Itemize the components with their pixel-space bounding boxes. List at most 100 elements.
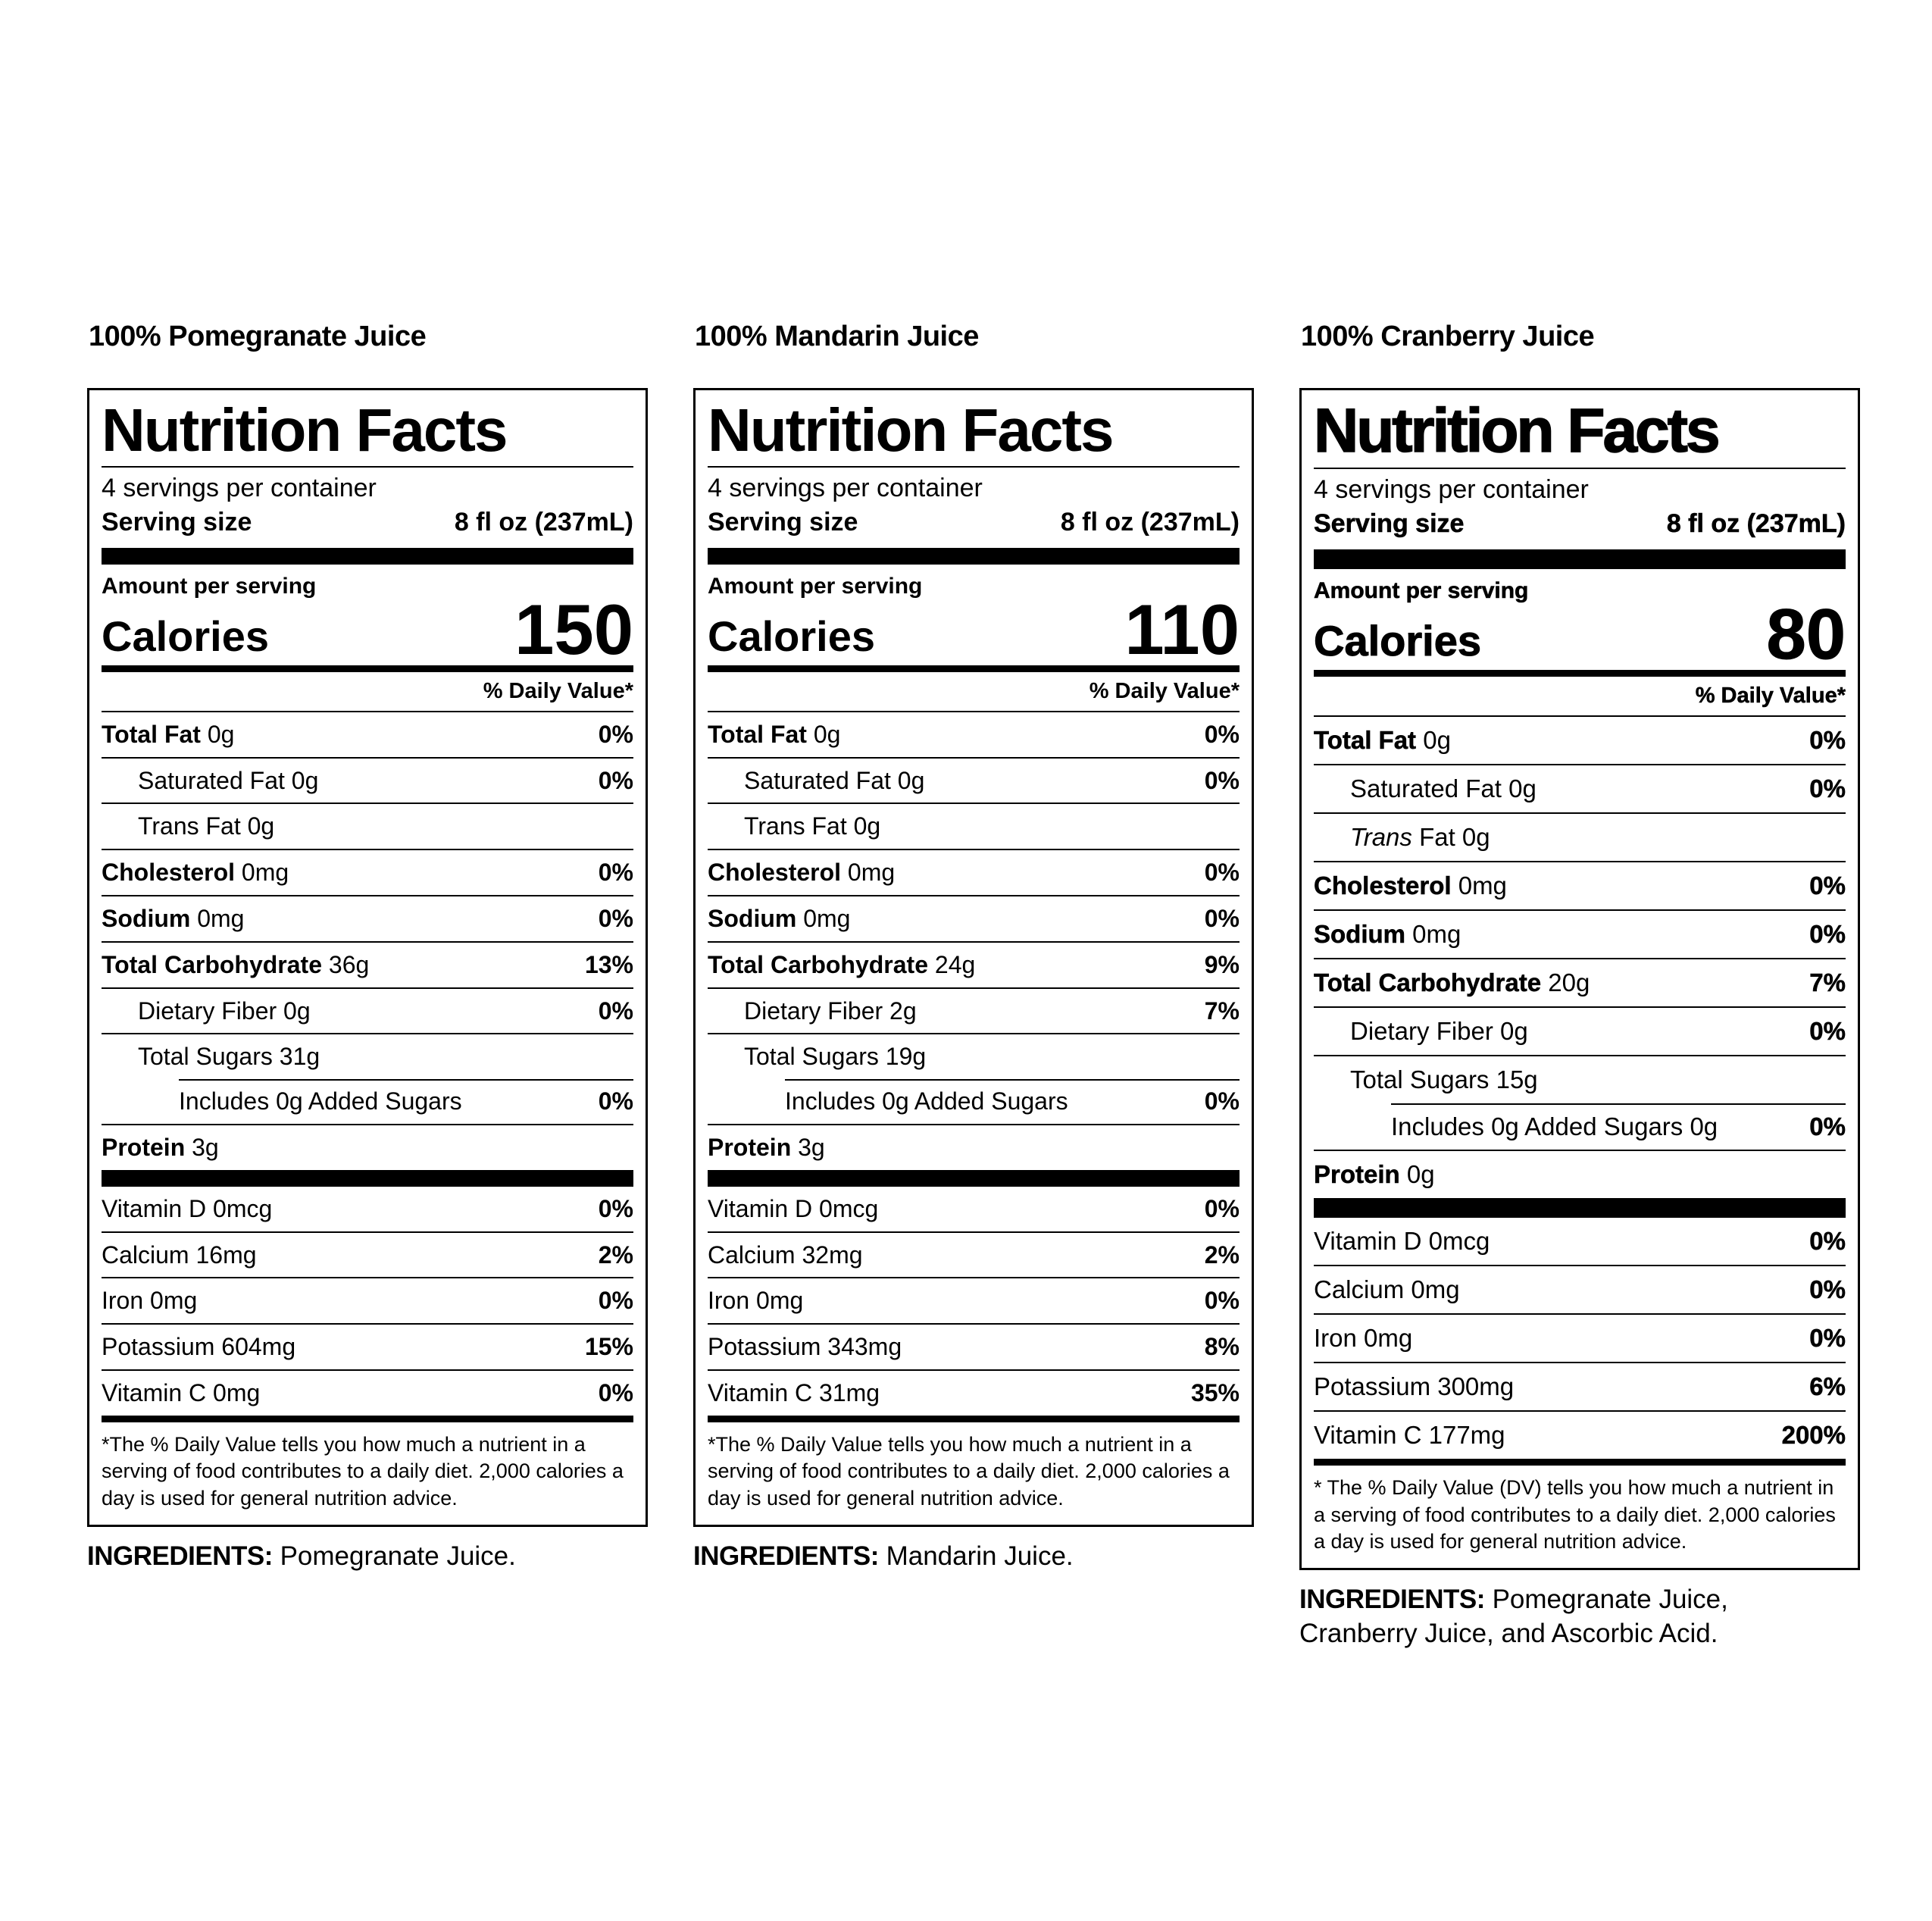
daily-value: 0% (598, 1379, 633, 1407)
nutrient-row: Sodium 0mg 0% (102, 895, 633, 941)
ingredients-line: INGREDIENTS: Pomegranate Juice, Cranberr… (1299, 1582, 1860, 1651)
daily-value: 0% (1809, 1112, 1846, 1140)
nutrient-row: Protein 3g (708, 1124, 1240, 1170)
daily-value: 7% (1204, 996, 1240, 1025)
nutrient-row: Calcium 16mg 2% (102, 1231, 633, 1278)
nutrient-row: Dietary Fiber 0g 0% (102, 987, 633, 1034)
daily-value: 0% (1809, 871, 1846, 899)
daily-value: 0% (598, 905, 633, 933)
daily-value: 0% (1204, 766, 1240, 794)
servings-per-container: 4 servings per container (1314, 475, 1589, 505)
nutrient-name: Sodium 0mg (102, 905, 245, 933)
nutrient-name: Dietary Fiber 0g (1350, 1016, 1528, 1045)
serving-size-value: 8 fl oz (237mL) (1060, 507, 1240, 537)
nutrient-row: Sodium 0mg 0% (708, 895, 1240, 941)
daily-value-footnote: *The % Daily Value tells you how much a … (708, 1432, 1230, 1510)
servings-per-container: 4 servings per container (708, 474, 983, 503)
nutrient-name: Includes 0g Added Sugars 0g (1391, 1112, 1718, 1140)
vitamin-rows: Vitamin D 0mcg 0% Calcium 16mg 2% Iron 0mg 0%… (102, 1187, 633, 1416)
calories-row: Calories 80 (1314, 593, 1846, 674)
nutrient-row: Total Carbohydrate 20g 7% (1314, 957, 1846, 1006)
nutrient-rows: Total Fat 0g 0% Saturated Fat 0g 0% Trans Fa… (708, 710, 1240, 1170)
nutrient-rows: Total Fat 0g 0% Saturated Fat 0g 0% Trans Fa… (102, 710, 633, 1170)
nutrient-name: Vitamin D 0mcg (102, 1194, 273, 1222)
nutrient-name: Vitamin D 0mcg (1314, 1227, 1490, 1256)
nutrient-name: Vitamin C 177mg (1314, 1421, 1505, 1450)
nutrient-name: Total Fat 0g (102, 720, 235, 748)
daily-value: 9% (1204, 950, 1240, 978)
nutrient-name: Trans Fat 0g (138, 812, 275, 840)
section-bar (708, 547, 1240, 565)
daily-value: 0% (598, 1287, 633, 1315)
nutrient-name: Total Fat 0g (708, 720, 841, 748)
daily-value: 6% (1809, 1372, 1846, 1401)
serving-size-label: Serving size (708, 507, 858, 537)
nutrient-name: Cholesterol 0mg (1314, 871, 1507, 900)
daily-value: 2% (1204, 1241, 1240, 1269)
nutrient-row: Vitamin D 0mcg 0% (1314, 1218, 1846, 1265)
daily-value: 0% (1204, 720, 1240, 748)
daily-value: 0% (1204, 905, 1240, 933)
servings-per-container: 4 servings per container (102, 474, 377, 503)
amount-per-serving-label: Amount per serving (708, 573, 923, 599)
nutrient-name: Cholesterol 0mg (102, 859, 289, 887)
daily-value-header: % Daily Value* (483, 678, 633, 703)
nutrient-row: Total Sugars 19g (708, 1033, 1240, 1079)
nutrient-row: Vitamin C 0mg 0% (102, 1369, 633, 1416)
nutrient-name: Saturated Fat 0g (138, 766, 319, 794)
daily-value: 0% (598, 720, 633, 748)
nutrient-row: Vitamin C 31mg 35% (708, 1369, 1240, 1416)
nutrient-name: Total Sugars 15g (1350, 1065, 1538, 1093)
calories-row: Calories 110 (708, 589, 1240, 669)
nutrient-name: Dietary Fiber 0g (138, 996, 311, 1025)
nutrient-name: Vitamin D 0mcg (708, 1194, 879, 1222)
nutrient-row: Potassium 343mg 8% (708, 1323, 1240, 1369)
ingredients-text: Pomegranate Juice, Cranberry Juice, and … (1299, 1584, 1728, 1649)
nutrient-name: Total Sugars 19g (744, 1043, 927, 1071)
calories-label: Calories (708, 612, 875, 660)
product-title: 100% Cranberry Juice (1301, 321, 1595, 352)
divider (708, 1415, 1240, 1422)
daily-value-header: % Daily Value* (1089, 678, 1240, 703)
label-column-pomegranate: 100% Pomegranate Juice Nutrition Facts 4… (87, 321, 648, 1573)
nutrition-facts-heading: Nutrition Facts (102, 396, 508, 464)
nutrient-row: Potassium 604mg 15% (102, 1323, 633, 1369)
nutrient-name: Potassium 300mg (1314, 1372, 1515, 1401)
calories-label: Calories (102, 612, 269, 660)
amount-per-serving-label: Amount per serving (1314, 577, 1529, 604)
daily-value: 0% (1204, 1087, 1240, 1115)
nutrient-row: Vitamin D 0mcg 0% (708, 1187, 1240, 1231)
daily-value: 15% (584, 1333, 633, 1361)
amount-per-serving-label: Amount per serving (102, 573, 317, 599)
daily-value: 35% (1190, 1379, 1240, 1407)
nutrient-row: Cholesterol 0mg 0% (708, 849, 1240, 895)
calories-row: Calories 150 (102, 593, 633, 665)
nutrient-row: Iron 0mg 0% (1314, 1313, 1846, 1362)
nutrient-row: Trans Fat 0g (708, 803, 1240, 849)
nutrient-name: Sodium 0mg (1314, 919, 1462, 949)
nutrition-facts-heading: Nutrition Facts (708, 396, 1114, 464)
daily-value-header: % Daily Value* (1695, 684, 1846, 709)
vitamin-rows: Vitamin D 0mcg 0% Calcium 0mg 0% Iron 0mg 0% P… (1314, 1218, 1846, 1459)
nutrient-name: Trans Fat 0g (744, 812, 881, 840)
daily-value: 0% (1204, 1287, 1240, 1315)
serving-size-row: Serving size 8 fl oz (237mL) (102, 508, 633, 537)
nutrient-name: Potassium 604mg (102, 1333, 296, 1361)
nutrient-name: Total Fat 0g (1314, 726, 1451, 755)
calories-value: 80 (1766, 593, 1846, 674)
daily-value: 0% (1809, 1016, 1846, 1045)
ingredients-text: Mandarin Juice. (878, 1541, 1074, 1571)
nutrient-row: Total Fat 0g 0% (1314, 715, 1846, 764)
calories-label: Calories (1314, 617, 1482, 665)
product-title: 100% Mandarin Juice (695, 321, 979, 352)
product-title: 100% Pomegranate Juice (89, 321, 427, 352)
nutrient-name: Saturated Fat 0g (1350, 774, 1537, 803)
nutrient-row: Total Fat 0g 0% (708, 710, 1240, 757)
serving-size-value: 8 fl oz (237mL) (454, 507, 633, 537)
nutrition-facts-box: Nutrition Facts 4 servings per container… (1299, 387, 1860, 1570)
nutrient-row: Sodium 0mg 0% (1314, 909, 1846, 958)
daily-value-footnote: *The % Daily Value tells you how much a … (102, 1432, 624, 1510)
calories-value: 110 (1124, 589, 1240, 669)
ingredients-line: INGREDIENTS: Mandarin Juice. (693, 1539, 1254, 1574)
